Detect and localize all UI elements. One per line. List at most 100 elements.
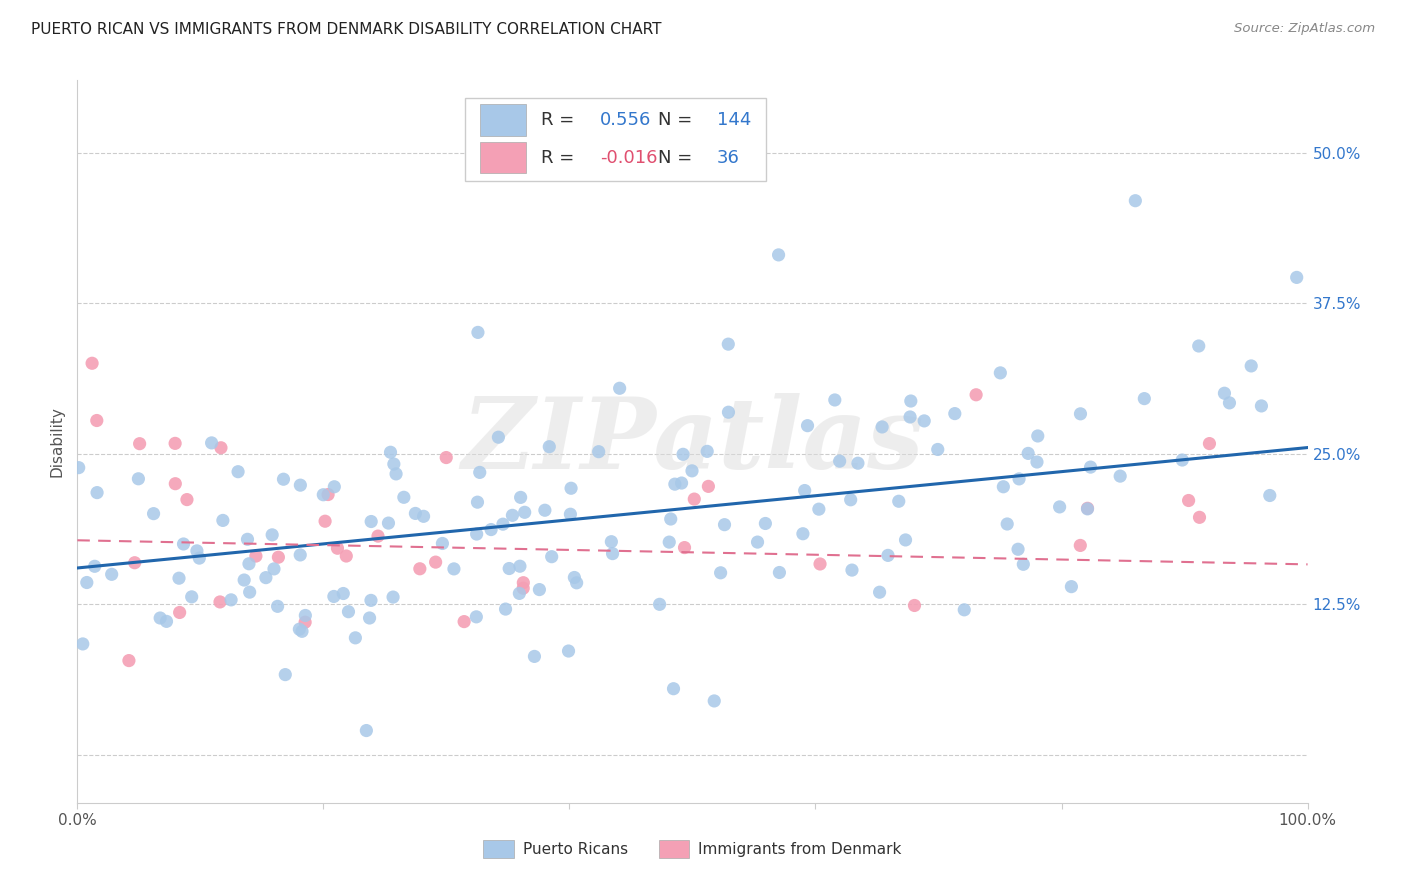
Point [1177,493,1199,508]
Point [188,551,211,566]
Point [495,602,517,616]
Point [903,599,925,613]
Point [409,562,432,576]
Point [673,541,696,555]
Point [717,405,740,419]
Point [173,537,195,551]
Text: -0.016: -0.016 [600,149,658,167]
Point [356,723,378,738]
Point [509,491,531,505]
Point [870,420,893,434]
Point [186,544,208,558]
Point [167,571,190,585]
Point [142,507,165,521]
Point [713,517,735,532]
Point [523,649,546,664]
Point [658,535,681,549]
Point [1008,472,1031,486]
Point [1049,500,1071,514]
Point [662,681,685,696]
Point [273,472,295,486]
Point [565,575,588,590]
Point [67,460,90,475]
Point [1026,429,1049,443]
Point [648,597,671,611]
Point [262,528,284,542]
Point [768,248,790,262]
Point [432,536,454,550]
Point [1188,510,1211,524]
Text: 36: 36 [717,149,740,167]
Point [382,590,405,604]
Point [169,606,191,620]
Point [335,549,357,563]
Point [443,562,465,576]
Point [560,507,582,521]
Point [165,436,187,450]
Point [557,644,579,658]
Point [513,505,536,519]
Point [465,610,488,624]
Point [314,514,336,528]
Text: 144: 144 [717,111,751,129]
Point [274,667,297,681]
Point [664,477,686,491]
Point [209,441,232,455]
Point [322,590,344,604]
FancyBboxPatch shape [465,98,766,181]
Point [86,413,108,427]
Point [887,494,910,508]
Point [201,436,224,450]
Point [534,503,557,517]
Point [149,611,172,625]
Point [600,534,623,549]
Point [747,535,769,549]
Point [1080,460,1102,475]
Point [76,575,98,590]
Point [564,570,586,584]
Point [323,480,346,494]
Point [877,549,900,563]
Point [236,533,259,547]
Point [1258,488,1281,502]
Text: N =: N = [658,149,697,167]
Text: Source: ZipAtlas.com: Source: ZipAtlas.com [1234,22,1375,36]
Point [900,394,922,409]
Point [208,595,231,609]
Point [344,631,367,645]
Point [796,418,818,433]
Point [267,550,290,565]
Point [82,356,104,370]
Point [326,541,349,556]
Point [100,567,122,582]
Point [512,581,534,595]
Point [943,407,966,421]
Point [560,481,582,495]
Point [681,464,703,478]
Point [540,549,562,564]
Point [717,337,740,351]
Point [1069,538,1091,552]
Point [290,548,312,562]
Text: PUERTO RICAN VS IMMIGRANTS FROM DENMARK DISABILITY CORRELATION CHART: PUERTO RICAN VS IMMIGRANTS FROM DENMARK … [31,22,661,37]
Point [793,483,815,498]
Point [1125,194,1147,208]
Point [382,457,405,471]
Point [841,563,863,577]
Point [498,561,520,575]
Point [290,478,312,492]
Point [1076,501,1098,516]
Point [512,575,534,590]
Point [118,654,141,668]
FancyBboxPatch shape [479,142,526,173]
Point [588,444,610,458]
Point [828,454,851,468]
Point [912,414,935,428]
Point [288,622,311,636]
Point [425,555,447,569]
Point [671,476,693,491]
Text: R =: R = [541,111,581,129]
Point [412,509,434,524]
Point [1007,542,1029,557]
Point [233,573,256,587]
